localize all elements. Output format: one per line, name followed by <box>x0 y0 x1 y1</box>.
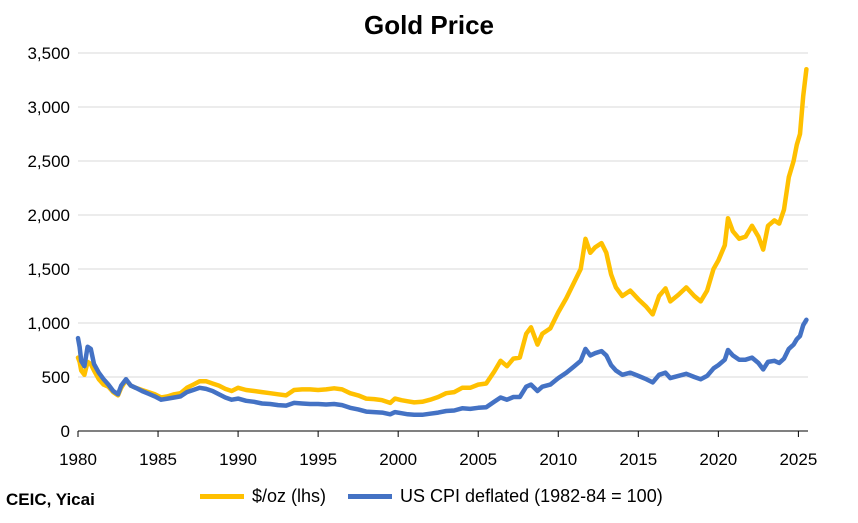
y-tick-label: 500 <box>42 368 70 387</box>
y-tick-label: 2,000 <box>27 206 70 225</box>
x-tick-label: 2015 <box>619 450 657 469</box>
y-tick-label: 2,500 <box>27 152 70 171</box>
x-tick-label: 2010 <box>539 450 577 469</box>
x-tick-label: 1980 <box>59 450 97 469</box>
legend-swatch-gold-usd <box>200 494 244 499</box>
series-lines <box>75 66 809 418</box>
gridlines <box>78 52 808 378</box>
x-tick-label: 1985 <box>139 450 177 469</box>
y-tick-label: 0 <box>61 422 70 441</box>
x-tick-label: 2020 <box>699 450 737 469</box>
y-tick-label: 1,000 <box>27 314 70 333</box>
legend-swatch-cpi-deflated <box>348 494 393 499</box>
x-tick-label: 2025 <box>779 450 817 469</box>
x-tick-label: 2000 <box>379 450 417 469</box>
x-tick-label: 1995 <box>299 450 337 469</box>
source-note: CEIC, Yicai <box>6 490 95 509</box>
series-line-0 <box>75 66 809 406</box>
chart-title: Gold Price <box>363 10 495 40</box>
y-tick-label: 3,000 <box>27 98 70 117</box>
axes <box>77 430 808 437</box>
y-tick-label: 1,500 <box>27 260 70 279</box>
tick-labels: 0 500 1,000 1,500 2,000 2,500 3,000 3,500 1980 19… <box>27 44 817 469</box>
legend-item-gold-usd: $/oz (lhs) <box>200 486 326 507</box>
legend: $/oz (lhs) US CPI deflated (1982-84 = 10… <box>200 486 685 507</box>
y-tick-label: 3,500 <box>27 44 70 63</box>
x-tick-label: 2005 <box>459 450 497 469</box>
legend-item-cpi-deflated: US CPI deflated (1982-84 = 100) <box>348 486 663 507</box>
x-tick-label: 1990 <box>219 450 257 469</box>
series-line-1 <box>75 317 809 418</box>
legend-label-gold-usd: $/oz (lhs) <box>252 486 327 506</box>
legend-label-cpi-deflated: US CPI deflated (1982-84 = 100) <box>400 486 663 506</box>
